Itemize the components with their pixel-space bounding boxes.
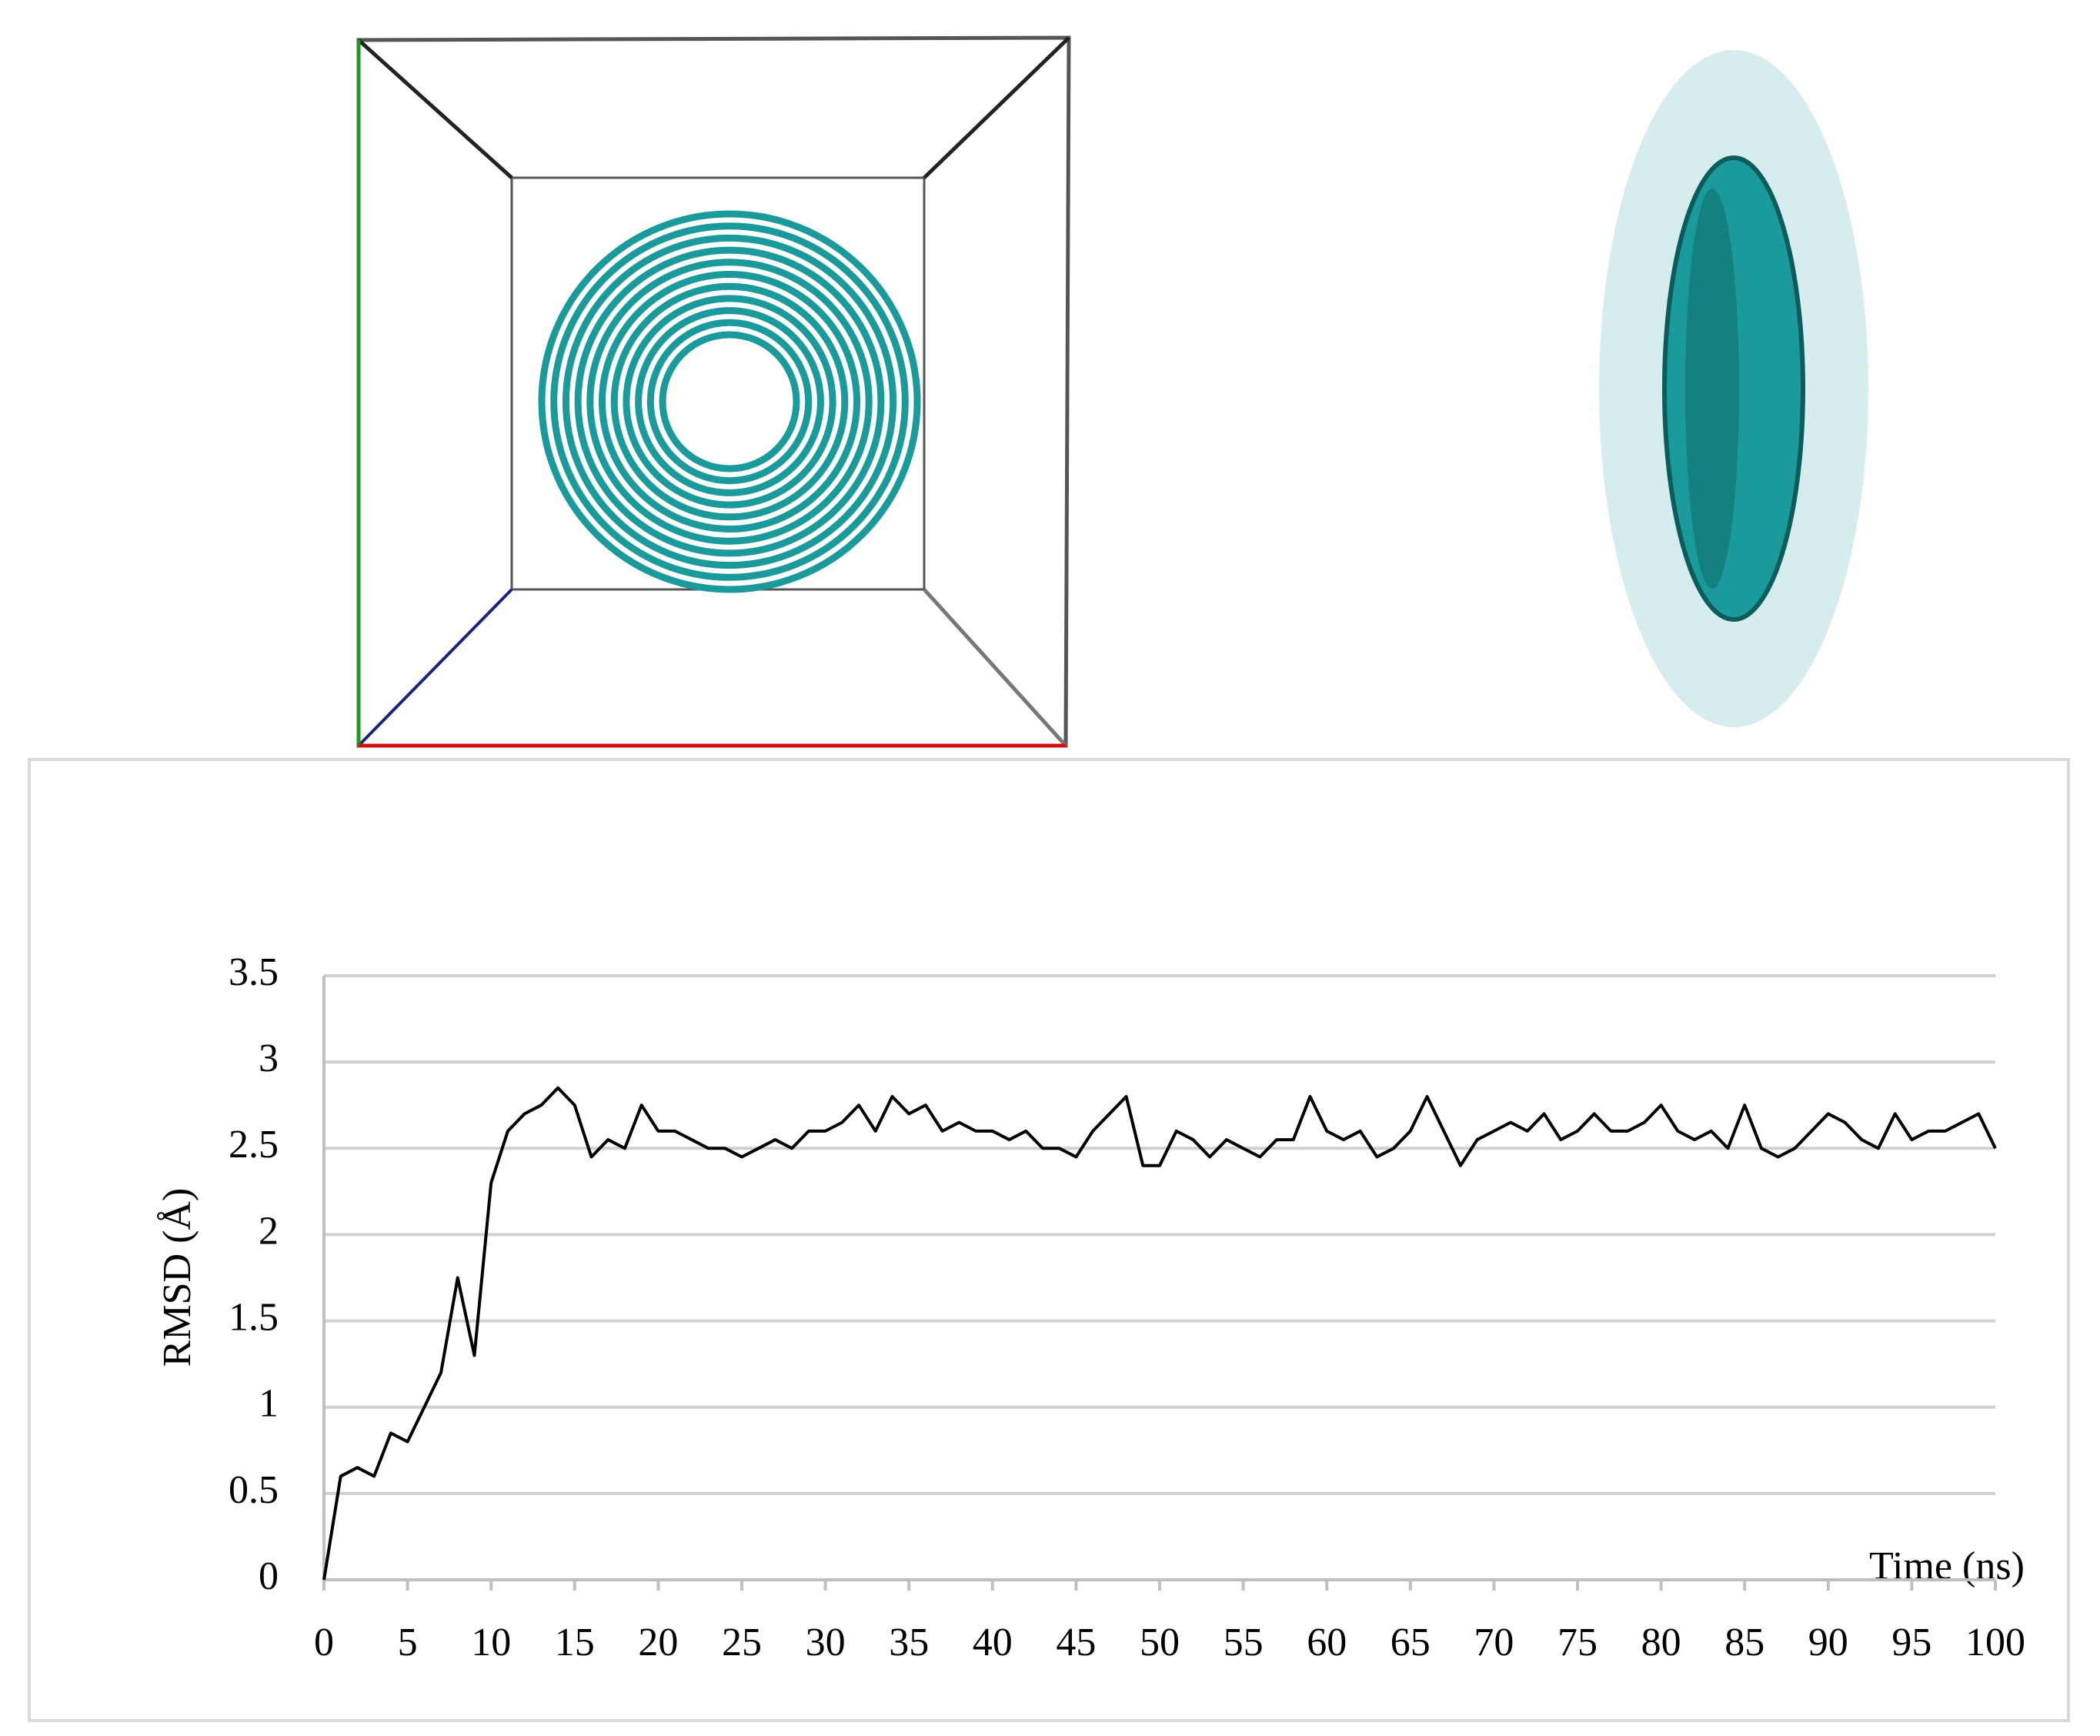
x-tick-label: 70 [1474,1621,1514,1664]
box-edge [923,36,1070,179]
x-tick-label: 40 [973,1621,1013,1664]
x-tick-label: 35 [889,1621,929,1664]
ring [635,307,824,496]
ring [646,319,813,485]
x-tick-label: 15 [555,1621,595,1664]
x-tick-label: 30 [806,1621,846,1664]
y-tick-label: 3.5 [229,950,279,994]
x-tick-label: 100 [1965,1621,2025,1664]
x-tick-label: 60 [1307,1621,1347,1664]
x-tick-label: 65 [1391,1621,1431,1664]
y-tick-label: 1 [259,1382,279,1426]
ring [538,210,921,593]
y-tick-label: 0.5 [229,1468,279,1512]
outer-box [356,35,1071,748]
side-view [1599,50,1868,727]
y-axis-label: RMSD (Å) [155,1188,199,1367]
y-tick-label: 1.5 [229,1296,279,1340]
y-tick-label: 2.5 [229,1123,279,1167]
ring [599,271,860,532]
x-tick-label: 20 [638,1621,678,1664]
x-tick-label: 55 [1224,1621,1264,1664]
x-tick-label: 25 [722,1621,762,1664]
rmsd-line [322,1086,1997,1581]
ring [574,246,885,557]
x-tick-label: 0 [314,1621,334,1664]
ring [659,331,800,472]
x-tick-label: 50 [1140,1621,1180,1664]
box-edge [923,588,1067,747]
y-tick-label: 2 [259,1209,279,1253]
box-edge [357,38,513,179]
ring [610,282,849,521]
axis-z [357,588,513,747]
x-tick-label: 10 [471,1621,511,1664]
x-tick-label: 90 [1808,1621,1848,1664]
x-tick-label: 75 [1557,1621,1598,1664]
y-tick-label: 0 [259,1554,279,1598]
ring [550,222,909,581]
y-tick-label: 3 [259,1037,279,1080]
x-tick-label: 45 [1056,1621,1096,1664]
x-tick-label: 80 [1641,1621,1681,1664]
x-tick-label: 85 [1724,1621,1764,1664]
x-tick-label: 95 [1891,1621,1931,1664]
x-axis-label: Time (ns) [1869,1544,2025,1588]
ring [623,295,836,509]
x-tick-label: 5 [398,1621,418,1664]
ring [586,259,873,545]
chart-frame [28,758,2070,1722]
box-view [356,35,1071,748]
nanotube-rings [538,210,921,593]
nanotube-inner [1685,189,1739,589]
ring [562,234,897,569]
